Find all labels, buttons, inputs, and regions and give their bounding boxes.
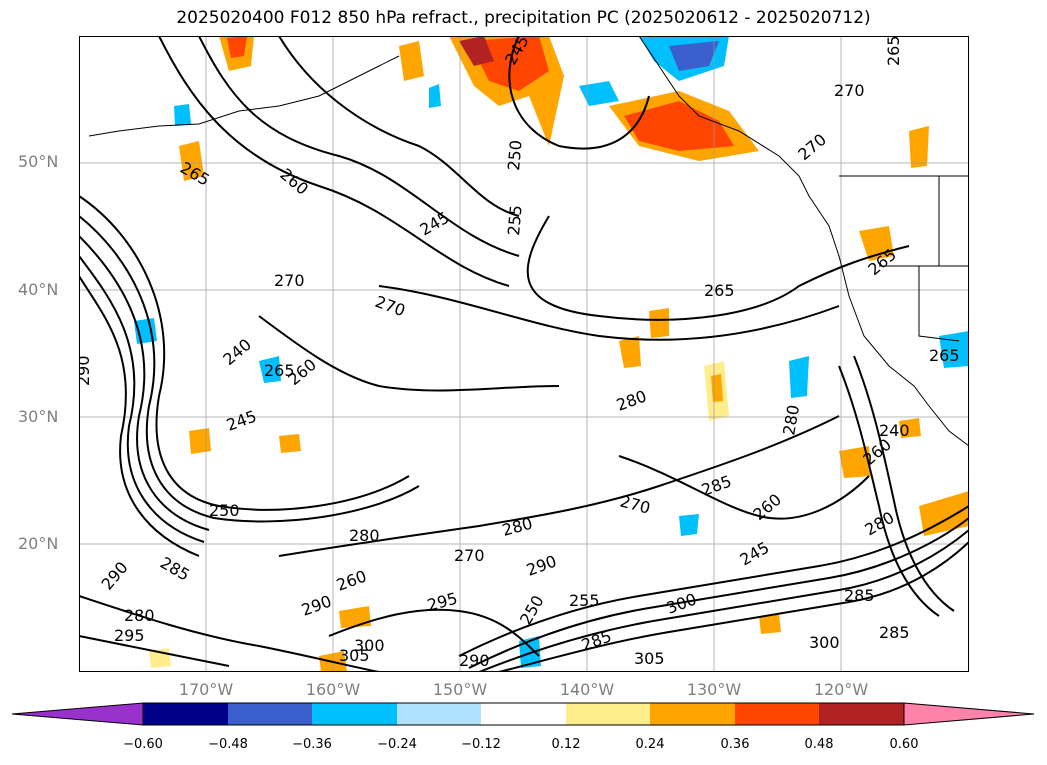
colorbar-extend-low [11,702,144,726]
contour-label: 290 [79,355,93,386]
contour-label: 295 [114,626,145,645]
contour-label: 280 [500,514,534,540]
contour-label: 255 [504,204,526,236]
lon-label-170w: 170°W [178,680,234,699]
contour-label: 305 [339,646,370,665]
colorbar-tick-label: 0.48 [804,737,834,752]
colorbar-swatch [650,703,735,725]
colorbar-tick-label: 0.36 [720,737,750,752]
contour-label: 270 [274,271,305,290]
lat-label-40n: 40°N [18,280,59,299]
colorbar-tick-label: −0.24 [377,737,417,752]
contour-label: 280 [779,403,803,436]
contour-label: 250 [209,501,240,520]
colorbar-tick-label: 0.24 [635,737,665,752]
contour-label: 265 [929,346,960,365]
contour-label: 300 [809,633,840,652]
contour-label: 280 [862,508,898,540]
colorbar-tick-label: −0.36 [292,737,332,752]
colorbar-swatch [819,703,904,725]
contour-label: 290 [299,591,334,619]
contour-label: 280 [614,386,649,414]
colorbar-extend-high [903,702,1035,726]
contour-label: 240 [879,421,910,440]
contour-label: 290 [459,651,490,670]
contour-label: 285 [844,586,875,605]
precip-shading [134,36,969,672]
contour-label: 270 [454,546,485,565]
lat-label-30n: 30°N [18,407,59,426]
contour-label: 270 [794,130,830,164]
colorbar-swatch [735,703,819,725]
colorbar-swatch [143,703,228,725]
colorbar-tick-label: −0.12 [461,737,501,752]
contour-label: 290 [98,558,132,594]
contour-label: 280 [124,606,155,625]
lat-label-50n: 50°N [18,152,59,171]
colorbar [11,702,1035,726]
contour-label: 265 [264,361,295,380]
contour-labels: 245 250 255 260 265 270 265 245 270 270 … [79,36,960,670]
contour-label: 285 [579,626,614,654]
page-title: 2025020400 F012 850 hPa refract., precip… [176,8,871,28]
colorbar-swatch [397,703,481,725]
contour-label: 270 [618,492,652,518]
contour-label: 285 [699,471,734,499]
lon-label-160w: 160°W [305,680,361,699]
colorbar-tick-label: 0.60 [889,737,919,752]
coastlines [88,36,969,447]
refractivity-contours [79,36,969,672]
contour-label: 245 [417,208,453,240]
colorbar-tick-label: −0.60 [123,737,163,752]
contour-label: 260 [334,566,369,594]
contour-label: 260 [284,355,320,389]
map-canvas: 245 250 255 260 265 270 265 245 270 270 … [79,36,969,672]
contour-label: 250 [516,592,548,628]
contour-label: 305 [634,649,665,668]
graticule [79,36,969,672]
colorbar-swatch [312,703,397,725]
lon-label-120w: 120°W [813,680,869,699]
contour-label: 265 [884,36,903,66]
contour-label: 270 [834,81,865,100]
contour-label: 240 [219,335,255,369]
contour-label: 245 [224,406,259,434]
lon-label-140w: 140°W [559,680,615,699]
colorbar-swatch [481,703,566,725]
contour-label: 300 [354,636,385,655]
colorbar-tick-label: 0.12 [551,737,581,752]
contour-label: 285 [879,623,910,642]
colorbar-swatch [228,703,312,725]
contour-label: 250 [504,139,526,171]
contour-label: 280 [349,526,380,545]
map-panel: 245 250 255 260 265 270 265 245 270 270 … [79,36,969,672]
colorbar-swatch [566,703,650,725]
colorbar-tick-label: −0.48 [208,737,248,752]
lat-label-20n: 20°N [18,534,59,553]
lon-label-150w: 150°W [432,680,488,699]
contour-label: 265 [704,281,735,300]
contour-label: 285 [157,553,193,585]
contour-label: 290 [524,551,559,579]
contour-label: 255 [569,591,600,610]
lon-label-130w: 130°W [686,680,742,699]
contour-label: 245 [737,538,773,570]
contour-label: 270 [373,292,408,320]
